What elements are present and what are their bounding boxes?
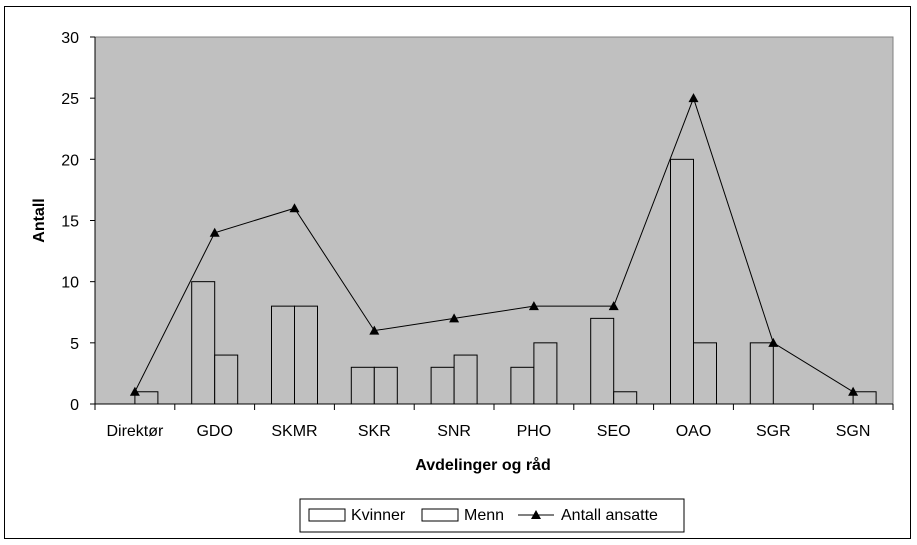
- bar-menn-skr: [373, 366, 398, 405]
- marker-antall-ansatte-sgn: [848, 386, 859, 396]
- x-tick-label: OAO: [676, 423, 712, 440]
- legend-swatch-menn: [421, 508, 459, 522]
- legend-label-menn: Menn: [464, 507, 504, 524]
- legend-swatch-kvinner: [308, 508, 346, 522]
- line-antall-ansatte: [134, 96, 854, 393]
- y-tick-label: 0: [70, 397, 79, 414]
- x-tick-label: Direktør: [106, 423, 164, 440]
- x-tick-label: SKR: [358, 423, 391, 440]
- x-tick-label: SEO: [597, 423, 631, 440]
- bar-kvinner-snr: [430, 366, 455, 405]
- bar-menn-seo: [613, 391, 638, 405]
- x-tick-label: GDO: [196, 423, 232, 440]
- marker-antall-ansatte-snr: [449, 313, 460, 323]
- y-tick-label: 15: [61, 214, 79, 231]
- marker-antall-ansatte-seo: [608, 301, 619, 311]
- x-tick-label: SGR: [756, 423, 791, 440]
- y-tick-label: 5: [70, 336, 79, 353]
- bar-menn-oao: [693, 342, 717, 405]
- y-axis-title: Antall: [31, 198, 48, 242]
- x-axis-title: Avdelinger og råd: [415, 456, 550, 474]
- line-series: [129, 93, 859, 396]
- bar-kvinner-pho: [510, 366, 535, 405]
- x-tick-label: SGN: [836, 423, 871, 440]
- marker-antall-ansatte-skmr: [289, 203, 300, 213]
- marker-antall-ansatte-sgr: [768, 337, 779, 347]
- bar-kvinner-gdo: [191, 281, 216, 405]
- legend-label-antall-ansatte: Antall ansatte: [561, 507, 658, 524]
- x-tick-label: PHO: [517, 423, 552, 440]
- bar-menn-pho: [533, 342, 558, 405]
- bar-kvinner-skmr: [271, 305, 295, 405]
- bar-menn-gdo: [214, 354, 239, 405]
- y-axis-ticks: 0 5 10 15 20 25 30: [61, 30, 95, 414]
- bar-kvinner-seo: [590, 317, 615, 405]
- bar-menn-snr: [453, 354, 478, 405]
- x-tick-label: SNR: [437, 423, 471, 440]
- y-tick-label: 20: [61, 152, 79, 169]
- bar-menn-skmr: [294, 305, 318, 405]
- legend: Kvinner Menn Antall ansatte: [299, 498, 685, 533]
- legend-box: [299, 498, 685, 533]
- marker-antall-ansatte-direktor: [129, 386, 140, 396]
- y-tick-label: 10: [61, 275, 79, 292]
- x-tick-label: SKMR: [271, 423, 317, 440]
- bar-kvinner-oao: [670, 158, 694, 405]
- legend-triangle-marker-icon: [531, 510, 541, 519]
- legend-label-kvinner: Kvinner: [351, 507, 406, 524]
- marker-antall-ansatte-pho: [528, 301, 539, 311]
- marker-antall-ansatte-gdo: [209, 227, 220, 237]
- x-axis-ticks: Direktør GDO SKMR SKR SNR PHO SEO OAO SGR SGN: [94, 404, 894, 440]
- bar-kvinner-skr: [350, 366, 375, 405]
- y-tick-label: 25: [61, 91, 79, 108]
- marker-antall-ansatte-skr: [369, 325, 380, 335]
- bar-kvinner-sgr: [749, 342, 774, 405]
- marker-antall-ansatte-oao: [688, 93, 699, 103]
- y-tick-label: 30: [61, 30, 79, 47]
